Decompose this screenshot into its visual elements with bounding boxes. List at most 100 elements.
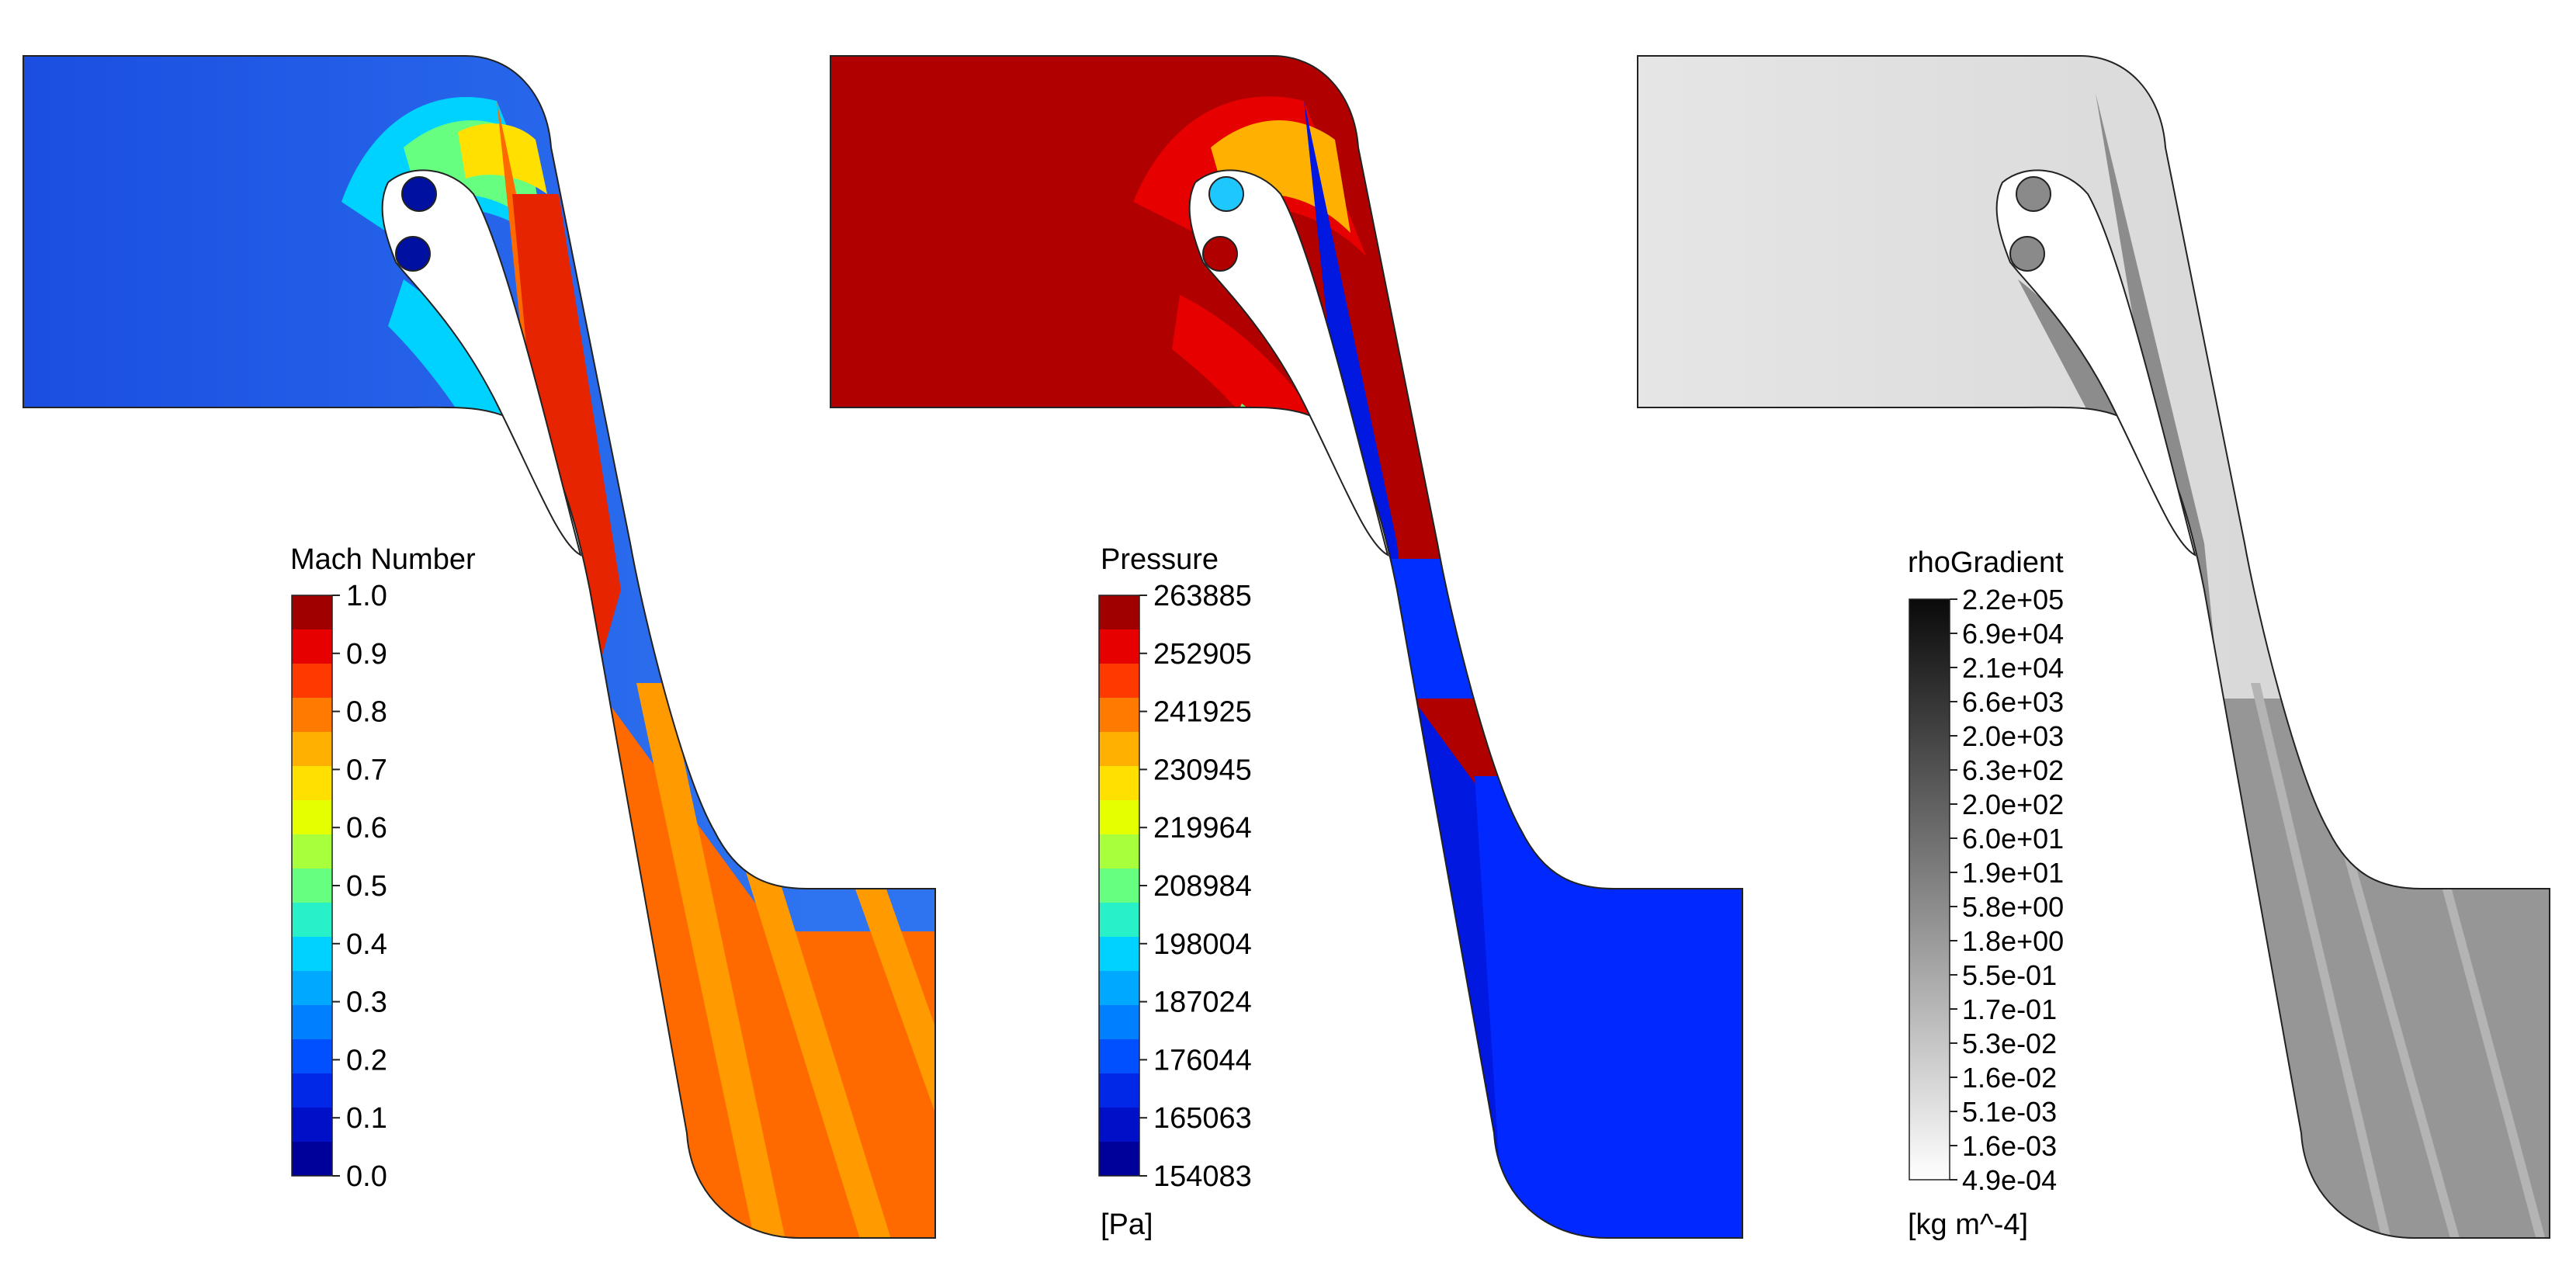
mach-legend-tick-label: 0.3 (346, 986, 387, 1019)
pressure-airfoil (1188, 169, 1389, 556)
pressure-flow-domain (830, 56, 1742, 1238)
rho-airfoil (1995, 169, 2196, 556)
mach-legend: Mach Number 1.0 0.9 0.8 0.7 0.6 0.5 0.4 0.3 0.2 0… (290, 543, 476, 1193)
mach-legend-band (292, 1039, 332, 1074)
mach-cooling-hole-top (401, 176, 437, 212)
pressure-cooling-hole-bottom (1202, 236, 1238, 272)
mach-legend-tick-label: 0.8 (346, 696, 387, 729)
rho-flow-domain (1638, 56, 2550, 1238)
mach-legend-band (292, 1005, 332, 1040)
pressure-legend-tick-label: 187024 (1153, 986, 1252, 1019)
rho-legend-tick-label: 2.0e+02 (1962, 789, 2064, 820)
mach-outlet-stripe-2 (745, 869, 900, 1238)
mach-legend-band (292, 595, 332, 630)
pressure-legend-band (1099, 664, 1139, 699)
rho-legend-tick-label: 4.9e-04 (1962, 1164, 2057, 1196)
pressure-legend-band (1099, 1108, 1139, 1142)
mach-legend-band (292, 937, 332, 972)
rho-legend-tick-label: 6.3e+02 (1962, 754, 2064, 786)
mach-legend-band (292, 1142, 332, 1177)
mach-legend-band (292, 629, 332, 664)
mach-legend-tick-label: 0.4 (346, 928, 387, 961)
pressure-legend-tick-label: 154083 (1153, 1160, 1252, 1193)
pressure-legend-tick-label: 219964 (1153, 812, 1252, 844)
pressure-legend-tick-label: 230945 (1153, 754, 1252, 786)
rho-gradient-panel: rhoGradient 2.2e+056.9e+042.1e+046.6e+03… (1637, 55, 2550, 1241)
pressure-cooling-hole-top (1208, 176, 1244, 212)
pressure-legend-band (1099, 800, 1139, 835)
mach-legend-tick-label: 0.7 (346, 754, 387, 786)
mach-legend-title: Mach Number (290, 543, 476, 576)
mach-legend-band (292, 1073, 332, 1108)
rho-legend-tick-label: 5.8e+00 (1962, 891, 2064, 923)
rho-legend-title: rhoGradient (1908, 546, 2064, 579)
pressure-legend-ticks: 263885 252905 241925 230945 219964 208984 1980… (1139, 580, 1252, 1193)
mach-legend-band (292, 1108, 332, 1142)
pressure-legend-band (1099, 629, 1139, 664)
mach-legend-band (292, 800, 332, 835)
pressure-legend-band (1099, 971, 1139, 1006)
mach-cooling-hole-bottom (395, 236, 431, 272)
pressure-legend-tick-label: 165063 (1153, 1102, 1252, 1135)
pressure-nozzle-light (1350, 559, 1506, 699)
mach-legend-band (292, 903, 332, 938)
rho-legend-colorbar (1909, 598, 1950, 1181)
mach-legend-colorbar (291, 595, 333, 1177)
rho-legend-tick-label: 1.6e-03 (1962, 1130, 2057, 1162)
mach-flow-domain (23, 56, 935, 1238)
rho-legend-tick-label: 2.2e+05 (1962, 584, 2064, 615)
mach-legend-band (292, 732, 332, 767)
pressure-panel: Pressure 2638852529052419252309452199642… (830, 55, 1743, 1241)
rho-legend-tick-label: 1.9e+01 (1962, 857, 2064, 889)
rho-cooling-hole-top (2016, 176, 2051, 212)
rho-legend-tick-label: 6.9e+04 (1962, 618, 2064, 650)
pressure-legend-band (1099, 698, 1139, 733)
pressure-legend-unit: [Pa] (1101, 1208, 1153, 1241)
pressure-legend-band (1099, 1005, 1139, 1040)
mach-legend-tick-label: 0.6 (346, 812, 387, 844)
mach-legend-band (292, 698, 332, 733)
mach-legend-band (292, 664, 332, 699)
rho-legend-tick-label: 6.0e+01 (1962, 823, 2064, 855)
pressure-legend: Pressure 2638852529052419252309452199642… (1098, 543, 1252, 1241)
rho-legend-unit: [kg m^-4] (1908, 1208, 2028, 1241)
pressure-legend-title: Pressure (1101, 543, 1219, 576)
mach-legend-tick-label: 0.1 (346, 1102, 387, 1135)
mach-legend-tick-label: 1.0 (346, 580, 387, 612)
mach-legend-tick-label: 0.5 (346, 870, 387, 903)
rho-legend-tick-label: 2.0e+03 (1962, 720, 2064, 752)
mach-legend-band (292, 869, 332, 903)
rho-outlet-stripe-3 (2437, 869, 2550, 1238)
mach-legend-band (292, 766, 332, 801)
pressure-legend-tick-label: 263885 (1153, 580, 1252, 612)
rho-legend-tick-label: 5.3e-02 (1962, 1028, 2057, 1059)
rho-legend-tick-label: 1.7e-01 (1962, 993, 2057, 1025)
mach-outlet-stripe-1 (636, 683, 792, 1238)
mach-airfoil (381, 169, 582, 556)
pressure-legend-tick-label: 198004 (1153, 928, 1252, 961)
pressure-outlet-field (1475, 776, 1742, 1238)
pressure-legend-band (1099, 937, 1139, 972)
pressure-legend-band (1099, 595, 1139, 630)
pressure-legend-band (1099, 869, 1139, 903)
rho-legend-tick-label: 5.1e-03 (1962, 1096, 2057, 1128)
pressure-legend-tick-label: 208984 (1153, 870, 1252, 903)
rho-legend-tick-label: 6.6e+03 (1962, 686, 2064, 718)
rho-outlet-stripe-2 (2313, 745, 2468, 1238)
mach-legend-tick-label: 0.0 (346, 1160, 387, 1193)
mach-outlet-stripe-3 (854, 885, 935, 1211)
rho-cooling-hole-bottom (2009, 236, 2045, 272)
pressure-legend-tick-label: 252905 (1153, 638, 1252, 671)
pressure-legend-tick-label: 241925 (1153, 696, 1252, 729)
pressure-legend-band (1099, 1142, 1139, 1177)
mach-accel-band-c (458, 123, 547, 194)
rho-legend-ticks: 2.2e+056.9e+042.1e+046.6e+032.0e+036.3e+… (1950, 584, 2064, 1196)
pressure-legend-colorbar (1098, 595, 1140, 1177)
pressure-legend-band (1099, 834, 1139, 869)
mach-legend-tick-label: 0.2 (346, 1044, 387, 1077)
mach-number-panel: Mach Number 1.0 0.9 0.8 0.7 0.6 0.5 0.4 0.3 0.2 0… (23, 55, 936, 1239)
rho-legend-tick-label: 2.1e+04 (1962, 652, 2064, 684)
mach-nozzle-high (512, 194, 621, 699)
pressure-legend-band (1099, 732, 1139, 767)
